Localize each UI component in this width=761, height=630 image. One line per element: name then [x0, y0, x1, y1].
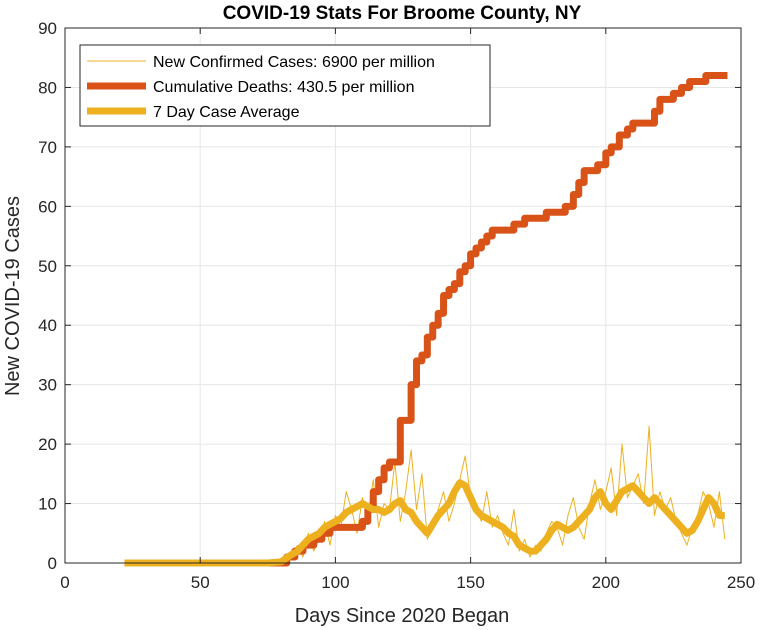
y-tick-label: 10	[38, 495, 57, 514]
legend-label-average: 7 Day Case Average	[153, 104, 300, 121]
x-tick-label: 0	[60, 573, 69, 592]
y-tick-label: 60	[38, 197, 57, 216]
y-tick-label: 0	[48, 554, 57, 573]
x-tick-label: 100	[321, 573, 349, 592]
x-tick-label: 50	[191, 573, 210, 592]
series-line-deaths	[124, 72, 728, 567]
legend-box	[79, 44, 491, 127]
y-tick-label: 20	[38, 435, 57, 454]
x-tick-label: 200	[592, 573, 620, 592]
y-tick-label: 40	[38, 316, 57, 335]
x-axis-label: Days Since 2020 Began	[295, 605, 510, 627]
axis-ticks: 0 50 100 150 200 250 0 10 20 30 40 50 60 70 80 90	[38, 19, 755, 592]
legend-label-deaths: Cumulative Deaths: 430.5 per million	[153, 79, 414, 96]
x-tick-label: 250	[727, 573, 755, 592]
y-tick-label: 50	[38, 257, 57, 276]
axes-box	[64, 27, 742, 564]
chart-title: COVID-19 Stats For Broome County, NY	[223, 3, 582, 24]
y-tick-label: 70	[38, 138, 57, 157]
y-tick-label: 80	[38, 78, 57, 97]
legend: New Confirmed Cases: 6900 per million Cu…	[79, 44, 491, 127]
series-line-cases	[124, 425, 726, 564]
y-tick-label: 90	[38, 19, 57, 38]
y-axis-label: New COVID-19 Cases	[2, 196, 24, 396]
series-lines	[124, 72, 728, 567]
series-line-average	[124, 479, 725, 567]
y-tick-label: 30	[38, 376, 57, 395]
x-tick-label: 150	[456, 573, 484, 592]
legend-label-cases: New Confirmed Cases: 6900 per million	[153, 54, 435, 71]
